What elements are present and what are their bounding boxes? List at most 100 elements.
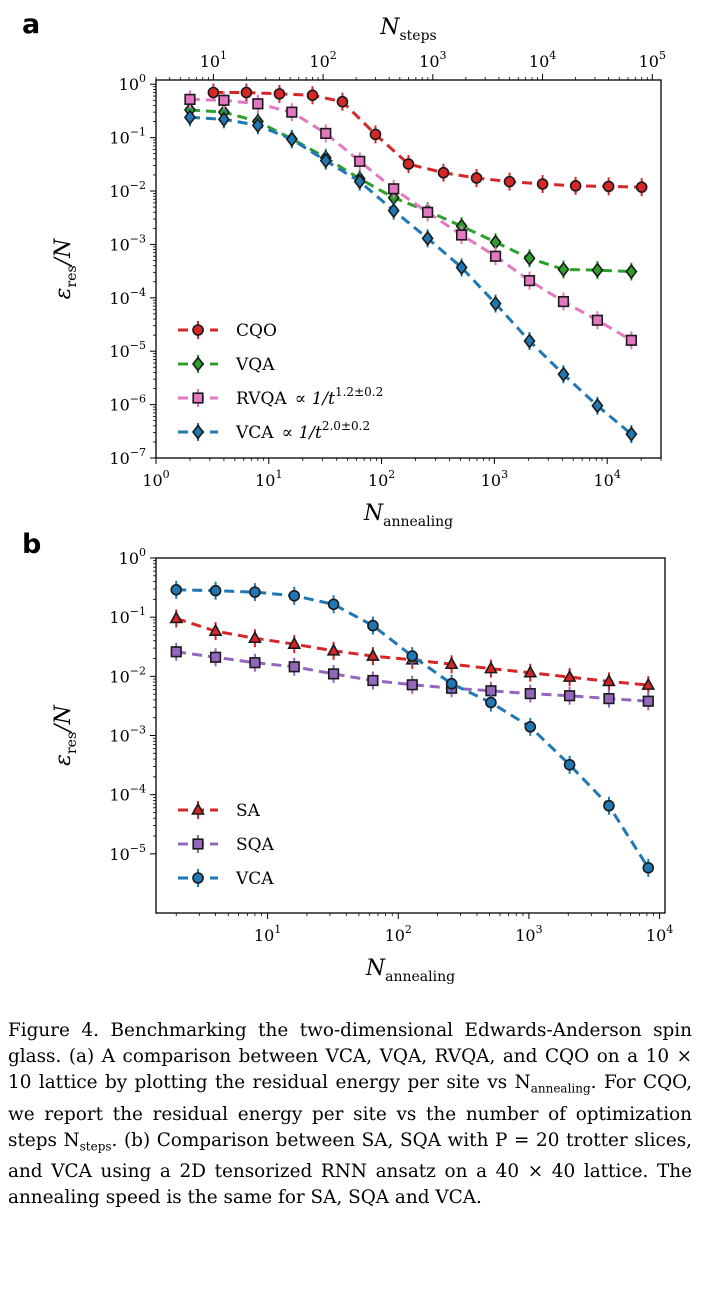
x-top-tick-label-base: 10 <box>529 52 549 71</box>
x-tick-label-base: 10 <box>254 926 274 945</box>
y-tick-label: 10−6 <box>109 393 146 415</box>
data-point-sa <box>602 673 616 687</box>
legend-marker <box>191 802 205 815</box>
series-line-vca <box>176 588 650 869</box>
data-point-vca <box>406 650 419 662</box>
data-point-cqo <box>602 180 615 193</box>
series-rvqa <box>184 90 637 350</box>
x-top-tick-label-exp: 2 <box>330 49 337 62</box>
x-tick-label-exp: 2 <box>388 468 395 481</box>
data-point-vca <box>603 799 615 812</box>
series-line-cqo <box>213 90 642 189</box>
data-point-vca <box>170 584 183 596</box>
data-point-cqo <box>569 180 582 192</box>
x-tick-label: 104 <box>594 468 621 490</box>
y-tick-label-exp: −1 <box>130 126 146 139</box>
data-point-rvqa <box>320 127 332 139</box>
x-tick-label-base: 10 <box>515 926 535 945</box>
plot-frame <box>155 557 666 914</box>
y-tick-label: 10−1 <box>109 605 146 627</box>
data-point-vqa <box>591 262 604 278</box>
y-tick-label-base: 10 <box>109 182 129 201</box>
x-tick-label: 104 <box>646 923 673 945</box>
x-top-label-main: N <box>379 15 400 40</box>
figure-caption: Figure 4. Benchmarking the two-dimension… <box>8 1018 692 1211</box>
x-label-sub: annealing <box>383 514 453 530</box>
y-tick-label-base: 10 <box>109 667 129 686</box>
data-point-sa <box>444 656 459 670</box>
series-vqa <box>183 100 638 281</box>
data-point-sqa <box>209 651 222 663</box>
y-tick-label-base: 10 <box>109 845 129 864</box>
y-tick-label: 10−5 <box>109 339 146 361</box>
y-tick-label: 10−4 <box>109 783 146 805</box>
data-point-vca <box>387 202 400 219</box>
data-point-rvqa <box>557 295 570 308</box>
x-tick-label-exp: 4 <box>666 923 673 936</box>
y-tick-label-base: 10 <box>119 549 139 568</box>
data-point-vca <box>288 589 301 602</box>
y-label-tail: /N <box>51 238 76 267</box>
x-tick-label-base: 10 <box>255 471 275 490</box>
x-tick-label: 101 <box>255 468 282 490</box>
x-top-tick-label: 101 <box>200 49 227 71</box>
y-tick-label-base: 10 <box>109 727 129 746</box>
legend-name: CQO <box>236 321 277 341</box>
y-tick-label-exp: −2 <box>130 179 146 192</box>
data-point-rvqa <box>388 183 400 195</box>
legend-name: VCA <box>235 869 274 889</box>
y-tick-label-exp: −3 <box>130 232 146 245</box>
x-tick-label-base: 10 <box>385 926 405 945</box>
data-point-vqa <box>625 263 638 280</box>
x-top-tick-label-base: 10 <box>639 52 659 71</box>
x-top-tick-label-base: 10 <box>419 52 439 71</box>
data-point-cqo <box>402 158 415 170</box>
legend-extra: ∝ 1/t <box>282 423 322 443</box>
legend-name: VCA <box>235 423 274 443</box>
x-tick-label-exp: 4 <box>614 468 621 481</box>
y-tick-label: 10−3 <box>109 232 146 254</box>
data-point-rvqa <box>455 229 468 241</box>
legend-label: VCA <box>235 869 274 889</box>
data-point-vca <box>353 173 366 190</box>
y-label-sub: res <box>64 732 80 754</box>
data-point-vca <box>563 758 576 771</box>
data-point-vca <box>285 131 298 148</box>
data-point-rvqa <box>523 275 536 287</box>
x-label-main: N <box>363 501 384 526</box>
legend-label: SA <box>236 801 261 821</box>
legend-name: RVQA <box>236 389 287 409</box>
y-axis-label: εres/N <box>51 238 80 299</box>
data-point-rvqa <box>489 250 502 262</box>
legend-marker <box>191 424 205 440</box>
data-point-vca <box>625 426 638 442</box>
data-point-rvqa <box>252 98 264 110</box>
y-tick-label-base: 10 <box>109 449 129 468</box>
series-vca <box>183 108 638 444</box>
data-point-sa <box>523 665 538 678</box>
series-line-vqa <box>189 108 632 274</box>
x-tick-label: 102 <box>385 923 412 945</box>
legend-marker <box>192 392 204 404</box>
caption-sub-steps: steps <box>79 1139 112 1154</box>
caption-mid: . For CQO, we report the residual energy… <box>8 1072 692 1151</box>
data-point-rvqa <box>625 334 637 346</box>
data-point-sa <box>208 623 223 636</box>
y-tick-label-base: 10 <box>109 129 129 148</box>
x-top-tick-label: 103 <box>419 49 446 71</box>
y-tick-label-exp: −6 <box>130 393 146 406</box>
data-point-cqo <box>470 172 483 184</box>
caption-end: . (b) Comparison between SA, SQA with P … <box>8 1129 692 1209</box>
legend-entry-vqa: VQA <box>178 355 275 375</box>
legend-marker <box>191 356 205 372</box>
data-point-cqo <box>306 89 319 102</box>
y-tick-label-exp: −7 <box>130 446 146 459</box>
x-tick-label-base: 10 <box>368 471 388 490</box>
caption-sub-annealing: annealing <box>530 1081 591 1096</box>
data-point-sqa <box>170 646 182 658</box>
legend-entry-cqo: CQO <box>178 321 277 341</box>
data-point-sqa <box>564 690 576 702</box>
y-tick-label-base: 10 <box>109 396 129 415</box>
